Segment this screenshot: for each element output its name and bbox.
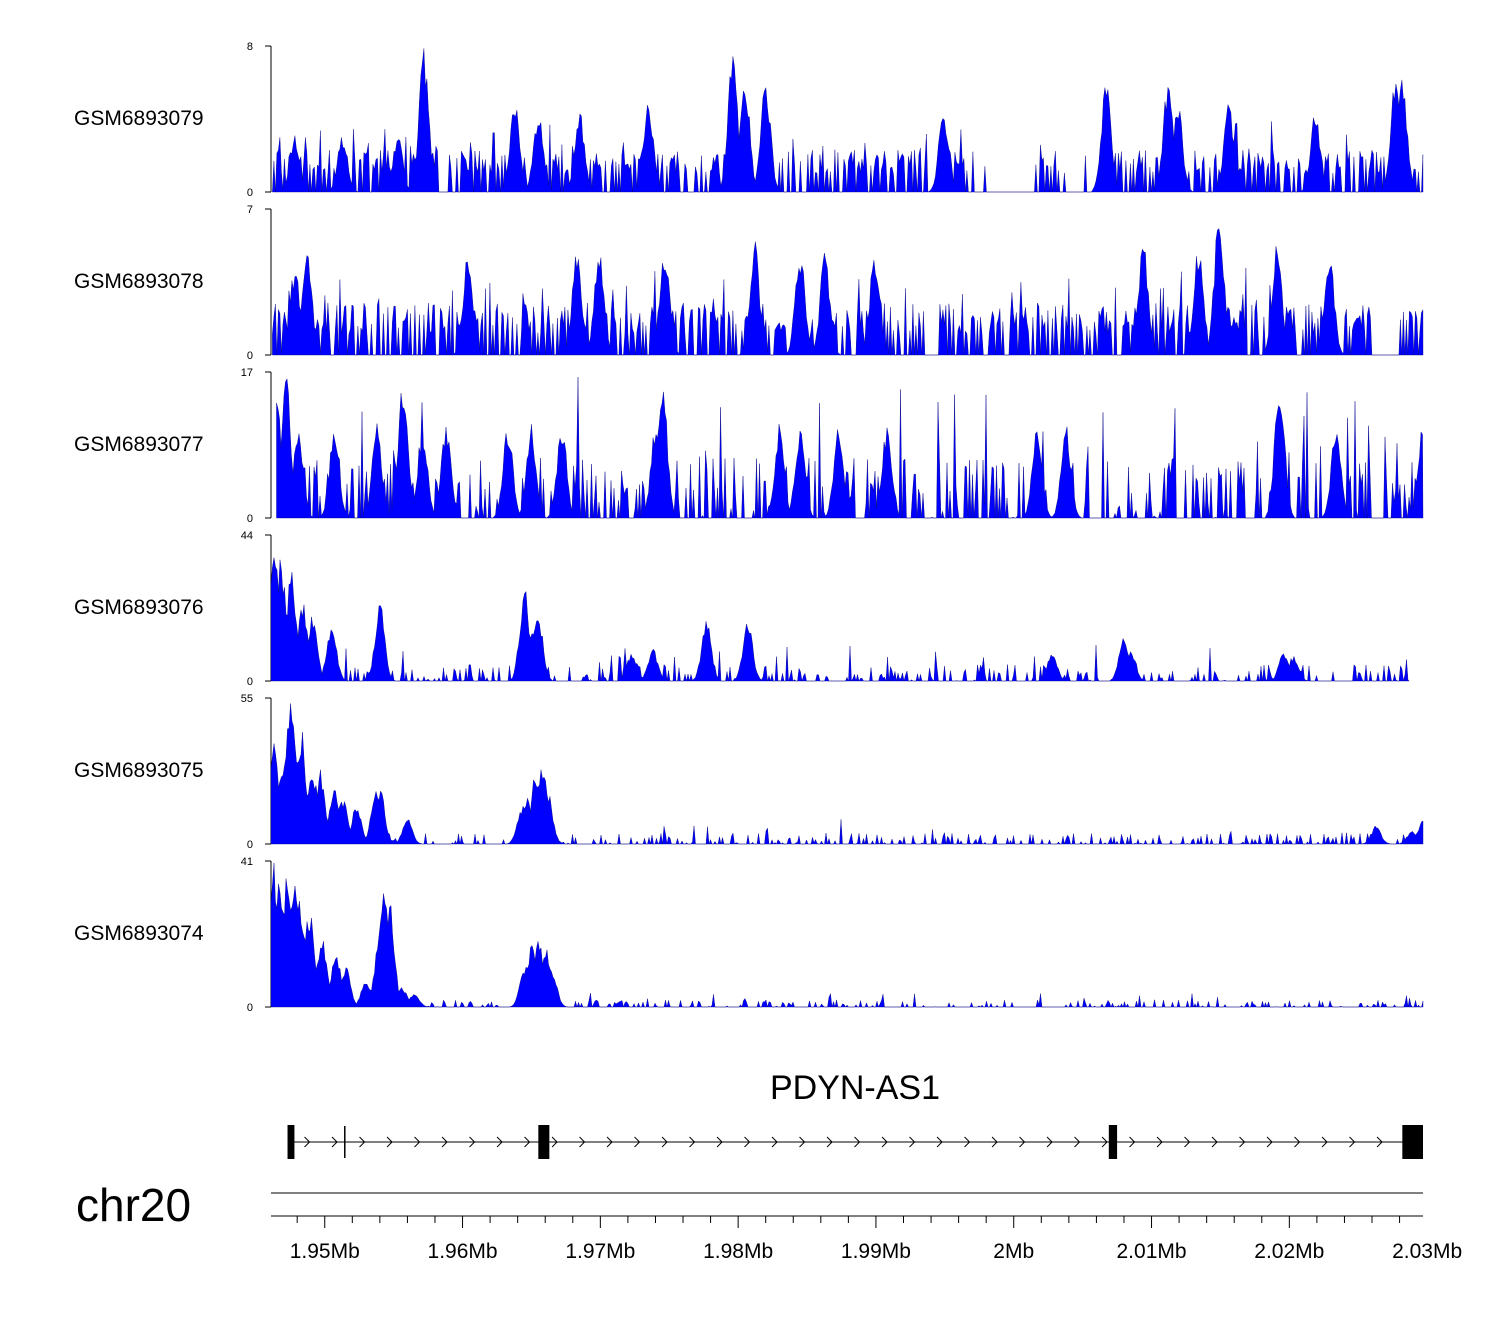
gene-exon — [1108, 1125, 1118, 1159]
strand-arrow — [1376, 1136, 1383, 1148]
gene-exon — [344, 1126, 346, 1158]
y-max-label: 41 — [241, 856, 253, 868]
strand-arrow — [469, 1136, 476, 1148]
strand-arrow — [304, 1136, 311, 1148]
strand-arrow — [441, 1136, 448, 1148]
strand-arrow — [1046, 1136, 1053, 1148]
strand-arrow — [606, 1136, 613, 1148]
strand-arrow — [496, 1136, 503, 1148]
coverage-area — [276, 376, 1424, 519]
gene-annotation-track: PDYN-AS1 — [287, 1069, 1423, 1159]
strand-arrow — [1019, 1136, 1026, 1148]
y-max-label: 7 — [247, 204, 253, 216]
strand-arrow — [359, 1136, 366, 1148]
axis-tick-label: 2Mb — [993, 1240, 1034, 1263]
strand-arrow — [689, 1136, 696, 1148]
y-min-label: 0 — [247, 350, 253, 362]
y-min-label: 0 — [247, 1002, 253, 1014]
strand-arrow — [964, 1136, 971, 1148]
strand-arrow — [386, 1136, 393, 1148]
axis-tick-label: 2.02Mb — [1254, 1240, 1324, 1263]
strand-arrow — [1211, 1136, 1218, 1148]
strand-arrow — [799, 1136, 806, 1148]
strand-arrow — [1101, 1136, 1108, 1148]
strand-arrow — [1156, 1136, 1163, 1148]
y-min-label: 0 — [247, 839, 253, 851]
track-label: GSM6893075 — [74, 759, 204, 782]
chromosome-label: chr20 — [76, 1179, 191, 1231]
track-GSM6893077: GSM6893077 17 0 — [74, 367, 1424, 525]
strand-arrow — [634, 1136, 641, 1148]
axis-tick-label: 1.99Mb — [841, 1240, 911, 1263]
coverage-tracks: GSM689307980GSM689307870GSM6893077170GSM… — [74, 41, 1424, 1014]
strand-arrow — [881, 1136, 888, 1148]
coverage-area — [272, 48, 1424, 193]
strand-arrow — [826, 1136, 833, 1148]
y-max-label: 55 — [241, 693, 253, 705]
gene-exon — [1402, 1125, 1423, 1159]
strand-arrow — [1239, 1136, 1246, 1148]
track-label: GSM6893076 — [74, 596, 204, 619]
y-max-label: 17 — [241, 367, 253, 379]
gene-exon — [538, 1125, 550, 1159]
gene-exon — [287, 1125, 295, 1159]
coverage-area — [272, 228, 1424, 356]
axis-tick-label: 1.96Mb — [428, 1240, 498, 1263]
track-GSM6893076: GSM6893076 44 0 — [74, 530, 1410, 688]
track-label: GSM6893079 — [74, 107, 204, 130]
axis-tick-label: 1.97Mb — [565, 1240, 635, 1263]
track-label: GSM6893074 — [74, 922, 204, 945]
axis-tick-label: 1.98Mb — [703, 1240, 773, 1263]
track-GSM6893075: GSM6893075 55 0 — [74, 693, 1424, 851]
strand-arrow — [551, 1136, 558, 1148]
strand-arrow — [1074, 1136, 1081, 1148]
y-min-label: 0 — [247, 513, 253, 525]
strand-arrow — [909, 1136, 916, 1148]
y-max-label: 44 — [241, 530, 253, 542]
strand-arrow — [991, 1136, 998, 1148]
track-label: GSM6893078 — [74, 270, 204, 293]
gene-label: PDYN-AS1 — [770, 1069, 940, 1107]
strand-arrow — [1349, 1136, 1356, 1148]
strand-arrow — [936, 1136, 943, 1148]
y-max-label: 8 — [247, 41, 253, 53]
genome-axis: chr20 1.95Mb 1.96Mb 1.97Mb 1.98Mb 1.99Mb 2Mb 2… — [76, 1179, 1462, 1263]
strand-arrow — [771, 1136, 778, 1148]
strand-arrow — [1321, 1136, 1328, 1148]
strand-arrow — [744, 1136, 751, 1148]
strand-arrow — [1184, 1136, 1191, 1148]
coverage-area — [270, 557, 1410, 682]
strand-arrow — [1266, 1136, 1273, 1148]
y-min-label: 0 — [247, 676, 253, 688]
axis-tick-label: 2.03Mb — [1392, 1240, 1462, 1263]
strand-arrow — [414, 1136, 421, 1148]
strand-arrow — [854, 1136, 861, 1148]
strand-arrow — [579, 1136, 586, 1148]
track-GSM6893079: GSM6893079 8 0 — [74, 41, 1424, 199]
coverage-area — [270, 862, 1424, 1008]
track-GSM6893078: GSM6893078 7 0 — [74, 204, 1424, 362]
y-min-label: 0 — [247, 187, 253, 199]
strand-arrow — [1129, 1136, 1136, 1148]
track-label: GSM6893077 — [74, 433, 204, 456]
strand-arrow — [661, 1136, 668, 1148]
track-GSM6893074: GSM6893074 41 0 — [74, 856, 1424, 1014]
strand-arrow — [524, 1136, 531, 1148]
strand-arrow — [1294, 1136, 1301, 1148]
strand-arrow — [716, 1136, 723, 1148]
coverage-area — [270, 703, 1424, 845]
axis-tick-label: 2.01Mb — [1117, 1240, 1187, 1263]
axis-tick-label: 1.95Mb — [290, 1240, 360, 1263]
strand-arrow — [331, 1136, 338, 1148]
